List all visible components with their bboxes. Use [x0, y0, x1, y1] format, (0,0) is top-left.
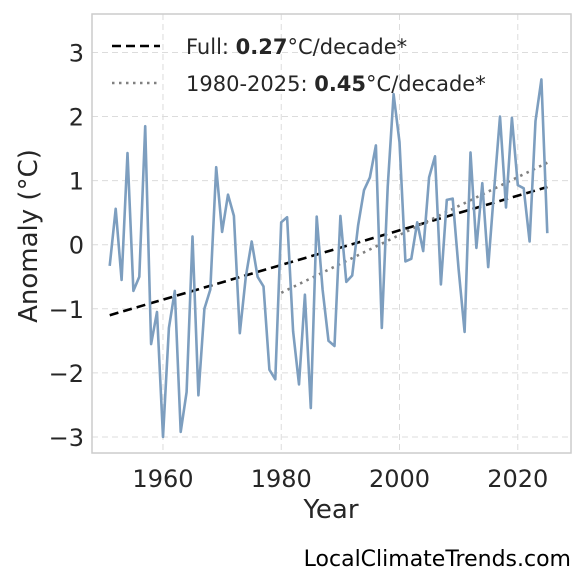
legend-suffix: °C/decade* [366, 72, 486, 96]
x-axis-label: Year [302, 495, 358, 525]
x-tick-label: 2020 [487, 465, 548, 493]
legend-suffix: °C/decade* [288, 35, 408, 59]
x-tick-labels: 1960 1980 2000 2020 [132, 465, 548, 493]
y-tick-label: −1 [49, 296, 84, 324]
y-tick-label: 1 [69, 168, 84, 196]
legend-value: 0.45 [314, 72, 366, 96]
y-tick-label: −3 [49, 424, 84, 452]
y-tick-label: 0 [69, 232, 84, 260]
y-tick-label: 2 [69, 104, 84, 132]
legend-value: 0.27 [236, 35, 288, 59]
x-tick-label: 1960 [132, 465, 193, 493]
y-tick-label: 3 [69, 39, 84, 67]
legend-prefix: 1980-2025: [186, 72, 314, 96]
anomaly-series-line [108, 78, 549, 439]
plot-frame [91, 13, 572, 454]
legend: Full: 0.27°C/decade*1980-2025: 0.45°C/de… [112, 35, 486, 96]
x-tick-label: 1980 [251, 465, 312, 493]
watermark: LocalClimateTrends.com [303, 547, 571, 572]
trend-line-dotted [280, 161, 548, 294]
grid-lines [92, 14, 571, 453]
legend-entry-dotted: 1980-2025: 0.45°C/decade* [186, 72, 486, 96]
legend-prefix: Full: [186, 35, 236, 59]
y-tick-label: −2 [49, 360, 84, 388]
legend-entry-dashed: Full: 0.27°C/decade* [186, 35, 407, 59]
y-tick-labels: −3 −2 −1 0 1 2 3 [49, 39, 84, 452]
y-axis-label: Anomaly (°C) [14, 149, 44, 323]
x-tick-label: 2000 [369, 465, 430, 493]
